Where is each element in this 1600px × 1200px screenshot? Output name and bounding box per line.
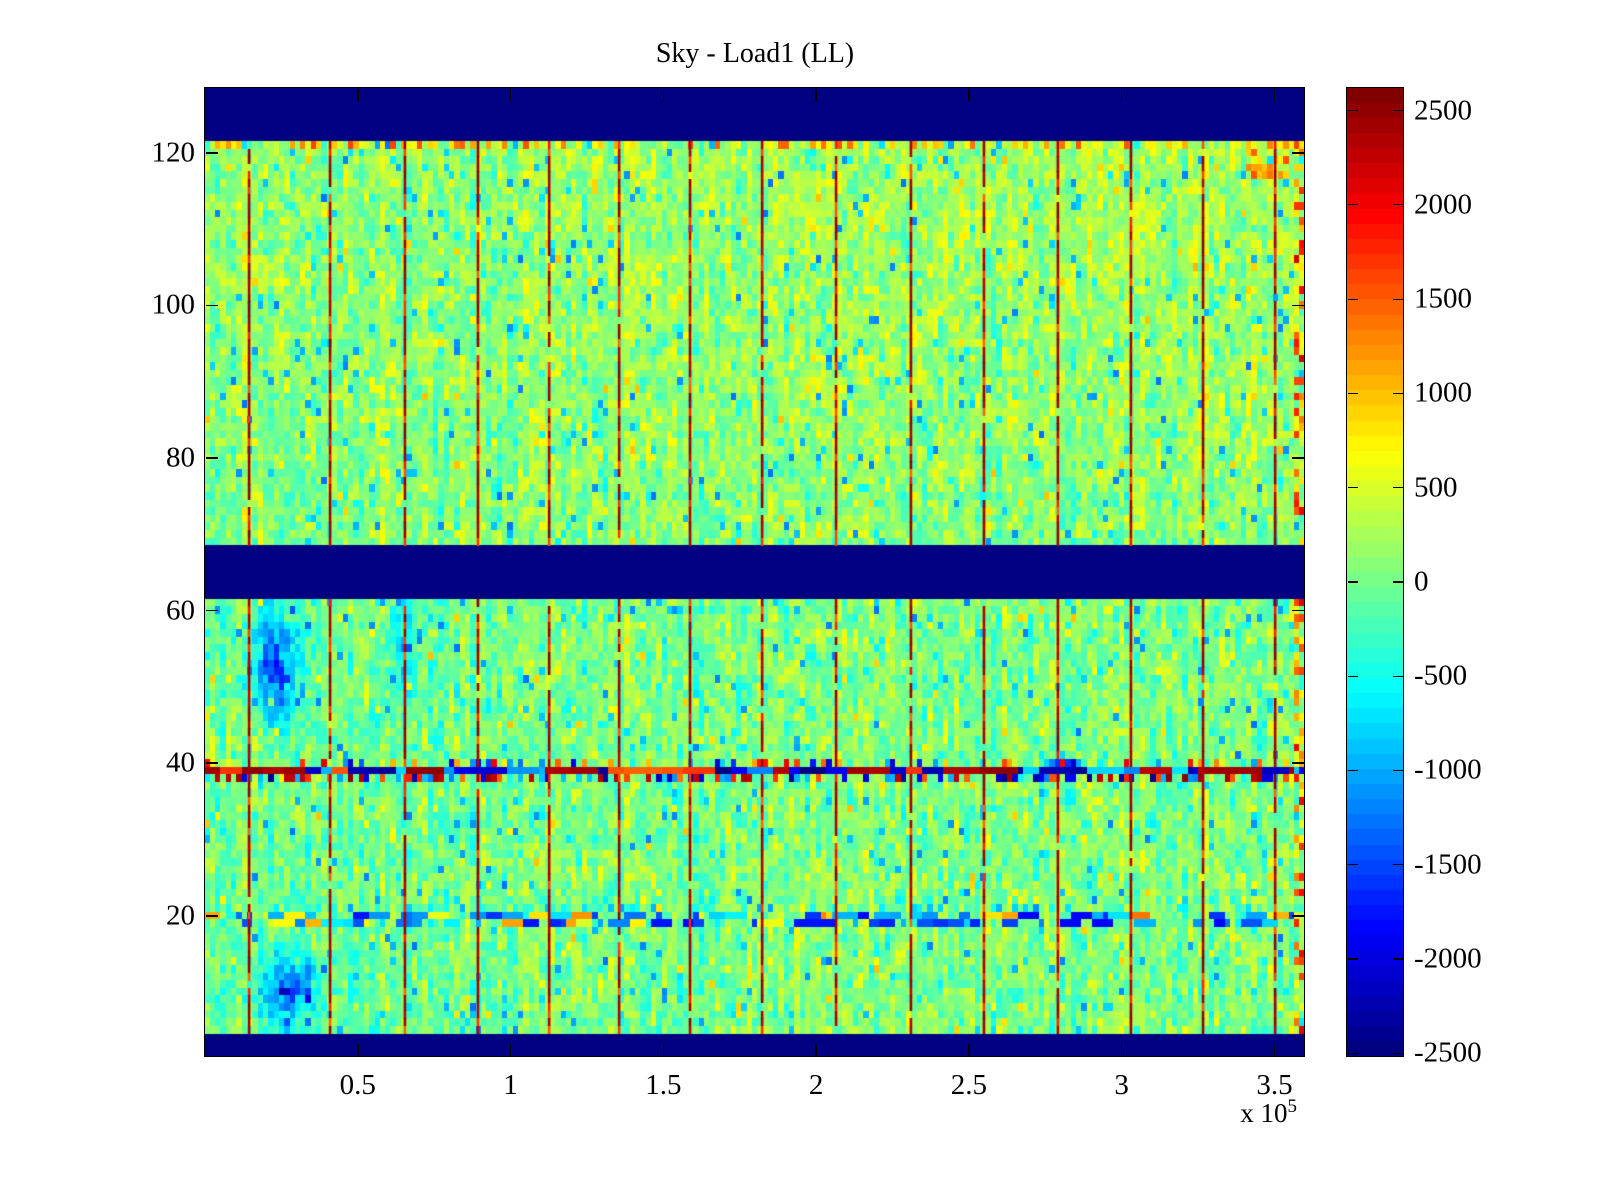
- colorbar-tick-mark: [1348, 204, 1358, 206]
- colorbar-tick-label: 500: [1414, 471, 1458, 504]
- colorbar-tick-mark: [1348, 864, 1358, 866]
- colorbar-tick-label: -1000: [1414, 753, 1482, 786]
- x-tick-mark-top: [815, 89, 817, 101]
- colorbar-tick-mark-right: [1393, 864, 1403, 866]
- colorbar-tick-label: 1500: [1414, 282, 1472, 315]
- y-tick-mark: [206, 609, 218, 612]
- x-tick-mark: [509, 1044, 512, 1056]
- y-tick-mark: [206, 304, 218, 307]
- x-tick-label: 2: [808, 1069, 824, 1101]
- colorbar-tick-mark-right: [1393, 675, 1403, 677]
- colorbar-tick-mark-right: [1393, 958, 1403, 960]
- colorbar-tick-mark-right: [1393, 298, 1403, 300]
- x-tick-mark-top: [662, 89, 665, 101]
- exponent-prefix: x 10: [1240, 1098, 1288, 1128]
- colorbar-tick-mark-right: [1393, 110, 1403, 112]
- colorbar-tick-mark: [1348, 110, 1358, 112]
- colorbar-tick-mark-right: [1393, 769, 1403, 772]
- y-tick-label: 60: [166, 594, 195, 627]
- colorbar-tick-label: 1000: [1414, 376, 1472, 409]
- colorbar-tick-mark: [1348, 1052, 1358, 1054]
- colorbar-tick-label: 2500: [1414, 94, 1472, 127]
- colorbar-tick-mark-right: [1393, 581, 1403, 583]
- x-tick-mark-top: [509, 89, 512, 101]
- y-tick-mark: [206, 762, 218, 764]
- y-tick-mark-right: [1292, 152, 1304, 154]
- colorbar-tick-mark-right: [1393, 1052, 1403, 1054]
- colorbar-tick-mark: [1348, 958, 1358, 960]
- colorbar-tick-mark: [1348, 769, 1358, 772]
- y-tick-label: 80: [166, 441, 195, 474]
- x-tick-mark: [815, 1044, 817, 1056]
- heatmap-image: [205, 88, 1305, 1057]
- y-tick-mark-right: [1292, 762, 1304, 764]
- x-tick-mark: [968, 1044, 970, 1056]
- x-tick-mark-top: [357, 89, 359, 101]
- colorbar-tick-mark-right: [1393, 392, 1403, 394]
- y-tick-mark: [206, 457, 218, 459]
- x-tick-label: 1.5: [645, 1069, 682, 1101]
- y-tick-label: 100: [151, 288, 196, 321]
- x-tick-label: 0.5: [339, 1069, 376, 1101]
- colorbar-tick-mark-right: [1393, 487, 1403, 489]
- y-tick-mark-right: [1292, 915, 1304, 917]
- colorbar-tick-label: -1500: [1414, 848, 1482, 881]
- x-tick-mark-top: [968, 89, 970, 101]
- x-tick-label: 3.5: [1256, 1069, 1293, 1101]
- colorbar-tick-mark-right: [1393, 204, 1403, 206]
- y-tick-label: 120: [151, 136, 196, 169]
- x-tick-mark: [1120, 1044, 1123, 1056]
- x-tick-mark-top: [1120, 89, 1123, 101]
- colorbar-tick-mark: [1348, 392, 1358, 394]
- colorbar-tick-mark: [1348, 581, 1358, 583]
- x-tick-label: 1: [503, 1069, 518, 1101]
- exponent-value: 5: [1287, 1096, 1298, 1117]
- x-tick-label: 2.5: [950, 1069, 987, 1101]
- x-axis-exponent-label: x 105: [1150, 1096, 1297, 1129]
- colorbar-tick-label: -500: [1414, 659, 1468, 692]
- y-tick-label: 20: [166, 899, 195, 932]
- x-tick-label: 3: [1114, 1069, 1129, 1101]
- colorbar-tick-label: 0: [1414, 565, 1429, 598]
- x-tick-mark: [662, 1044, 665, 1056]
- y-tick-mark: [206, 915, 218, 917]
- y-tick-label: 40: [166, 746, 195, 779]
- colorbar-tick-label: 2000: [1414, 188, 1472, 221]
- colorbar-tick-mark: [1348, 487, 1358, 489]
- y-tick-mark-right: [1292, 609, 1304, 612]
- y-tick-mark-right: [1292, 457, 1304, 459]
- x-tick-mark: [1273, 1044, 1276, 1056]
- colorbar-tick-mark: [1348, 298, 1358, 300]
- chart-title: Sky - Load1 (LL): [655, 38, 855, 69]
- y-tick-mark-right: [1292, 304, 1304, 307]
- colorbar-tick-label: -2500: [1414, 1036, 1482, 1069]
- y-tick-mark: [206, 152, 218, 154]
- colorbar-tick-mark: [1348, 675, 1358, 677]
- colorbar-tick-label: -2000: [1414, 942, 1482, 975]
- x-tick-mark: [357, 1044, 359, 1056]
- x-tick-mark-top: [1273, 89, 1276, 101]
- colorbar-gradient: [1347, 88, 1404, 1057]
